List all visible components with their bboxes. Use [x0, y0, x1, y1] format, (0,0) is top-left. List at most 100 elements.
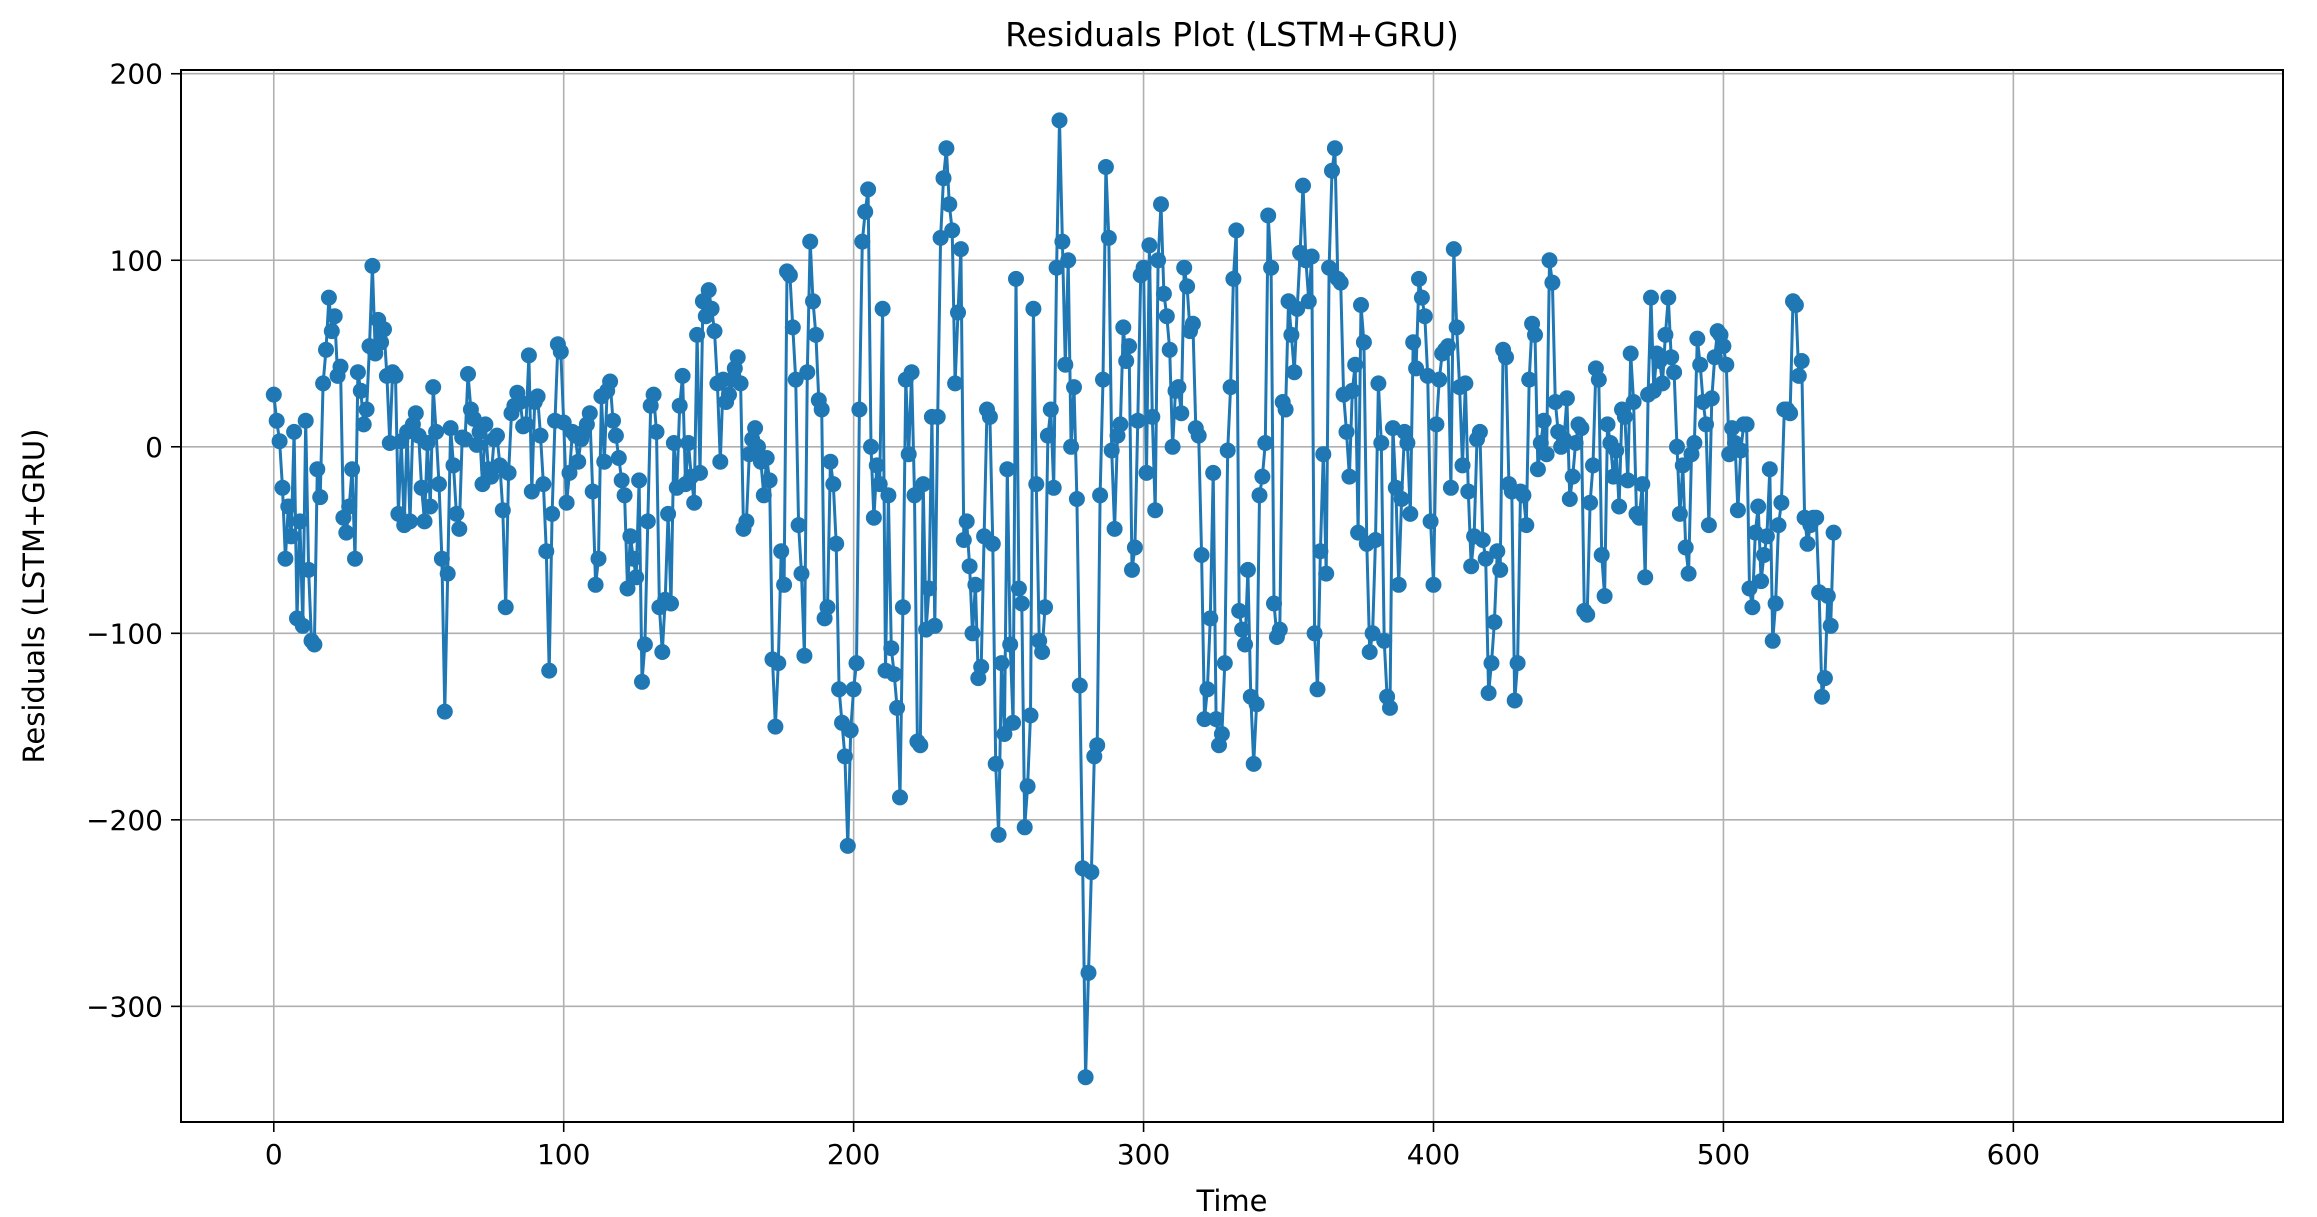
data-point	[460, 366, 476, 382]
data-point	[967, 576, 984, 593]
data-point	[1057, 356, 1074, 373]
data-point	[1738, 416, 1755, 433]
data-point	[1657, 326, 1674, 343]
data-point	[1321, 259, 1338, 276]
y-axis-label: Residuals (LSTM+GRU)	[17, 429, 51, 764]
data-point	[1654, 375, 1671, 392]
data-point	[1474, 532, 1491, 548]
data-point	[1477, 550, 1494, 567]
data-point	[1750, 498, 1767, 515]
data-point	[1037, 599, 1053, 616]
data-point	[1347, 356, 1364, 373]
data-point	[929, 408, 946, 425]
data-point	[613, 472, 630, 489]
data-point	[1350, 524, 1367, 541]
data-point	[541, 662, 558, 679]
data-point	[1257, 435, 1274, 451]
data-point	[1764, 632, 1781, 649]
y-tick-label: 0	[145, 431, 163, 464]
data-point	[1283, 326, 1300, 343]
data-point	[793, 565, 810, 582]
data-point	[1309, 681, 1326, 698]
data-point	[1315, 446, 1332, 463]
data-point	[433, 550, 450, 567]
data-point	[1706, 349, 1723, 366]
data-point	[436, 703, 453, 720]
data-point	[1124, 561, 1140, 578]
data-point	[941, 196, 958, 213]
data-point	[680, 435, 697, 451]
data-point	[1669, 438, 1685, 455]
data-point	[1814, 688, 1830, 705]
data-point	[1170, 379, 1187, 396]
data-point	[1561, 491, 1578, 507]
data-point	[860, 181, 877, 198]
series-marker-layer	[265, 112, 1842, 1086]
data-point	[1808, 509, 1825, 526]
data-point	[1115, 319, 1132, 336]
data-point	[1416, 308, 1433, 325]
data-point	[1228, 222, 1245, 239]
data-point	[1016, 819, 1033, 836]
data-point	[915, 476, 932, 493]
data-point	[1457, 375, 1474, 392]
data-point	[1161, 341, 1178, 358]
data-point	[1138, 464, 1155, 481]
data-point	[1686, 435, 1703, 451]
data-point	[903, 364, 920, 381]
data-point	[532, 427, 549, 444]
data-point	[494, 502, 511, 519]
x-tick-label: 600	[1987, 1138, 2040, 1171]
data-point	[1489, 543, 1506, 560]
data-point	[981, 408, 998, 425]
data-point	[1176, 259, 1193, 276]
data-point	[468, 436, 485, 453]
data-point	[894, 599, 911, 616]
data-point	[283, 528, 300, 545]
data-point	[1089, 737, 1106, 754]
data-point	[1239, 561, 1256, 578]
data-point	[581, 405, 598, 422]
data-point	[1118, 353, 1135, 369]
x-tick-label: 500	[1697, 1138, 1750, 1171]
data-point	[784, 319, 801, 336]
data-point	[616, 487, 633, 504]
data-point	[1596, 588, 1613, 604]
data-point	[842, 722, 859, 739]
data-point	[300, 561, 317, 578]
data-point	[1622, 345, 1639, 362]
data-point	[605, 412, 621, 429]
data-point	[1100, 229, 1117, 246]
data-point	[294, 617, 311, 634]
data-point	[1619, 472, 1636, 489]
data-point	[610, 450, 627, 466]
data-point	[868, 457, 885, 474]
data-point	[1616, 408, 1633, 425]
data-point	[323, 323, 340, 340]
data-point	[1083, 864, 1100, 881]
data-point	[1448, 319, 1465, 336]
y-tick-label: 100	[110, 244, 163, 277]
data-point	[1013, 595, 1030, 612]
data-point	[1150, 252, 1167, 269]
data-point	[442, 420, 459, 437]
data-point	[1141, 237, 1158, 254]
data-point	[671, 397, 688, 414]
data-point	[799, 364, 816, 381]
data-point	[938, 140, 955, 157]
data-point	[822, 453, 839, 470]
data-point	[1341, 468, 1358, 485]
data-point	[984, 535, 1001, 552]
data-point	[990, 826, 1007, 843]
data-point	[1306, 625, 1323, 642]
data-point	[996, 726, 1013, 742]
data-point	[1666, 364, 1683, 381]
data-point	[1205, 464, 1222, 481]
data-point	[529, 388, 546, 405]
data-point	[451, 520, 468, 537]
data-point	[836, 748, 853, 765]
data-point	[587, 576, 604, 593]
data-point	[1593, 547, 1610, 563]
data-point	[848, 655, 865, 672]
data-point	[584, 483, 601, 500]
